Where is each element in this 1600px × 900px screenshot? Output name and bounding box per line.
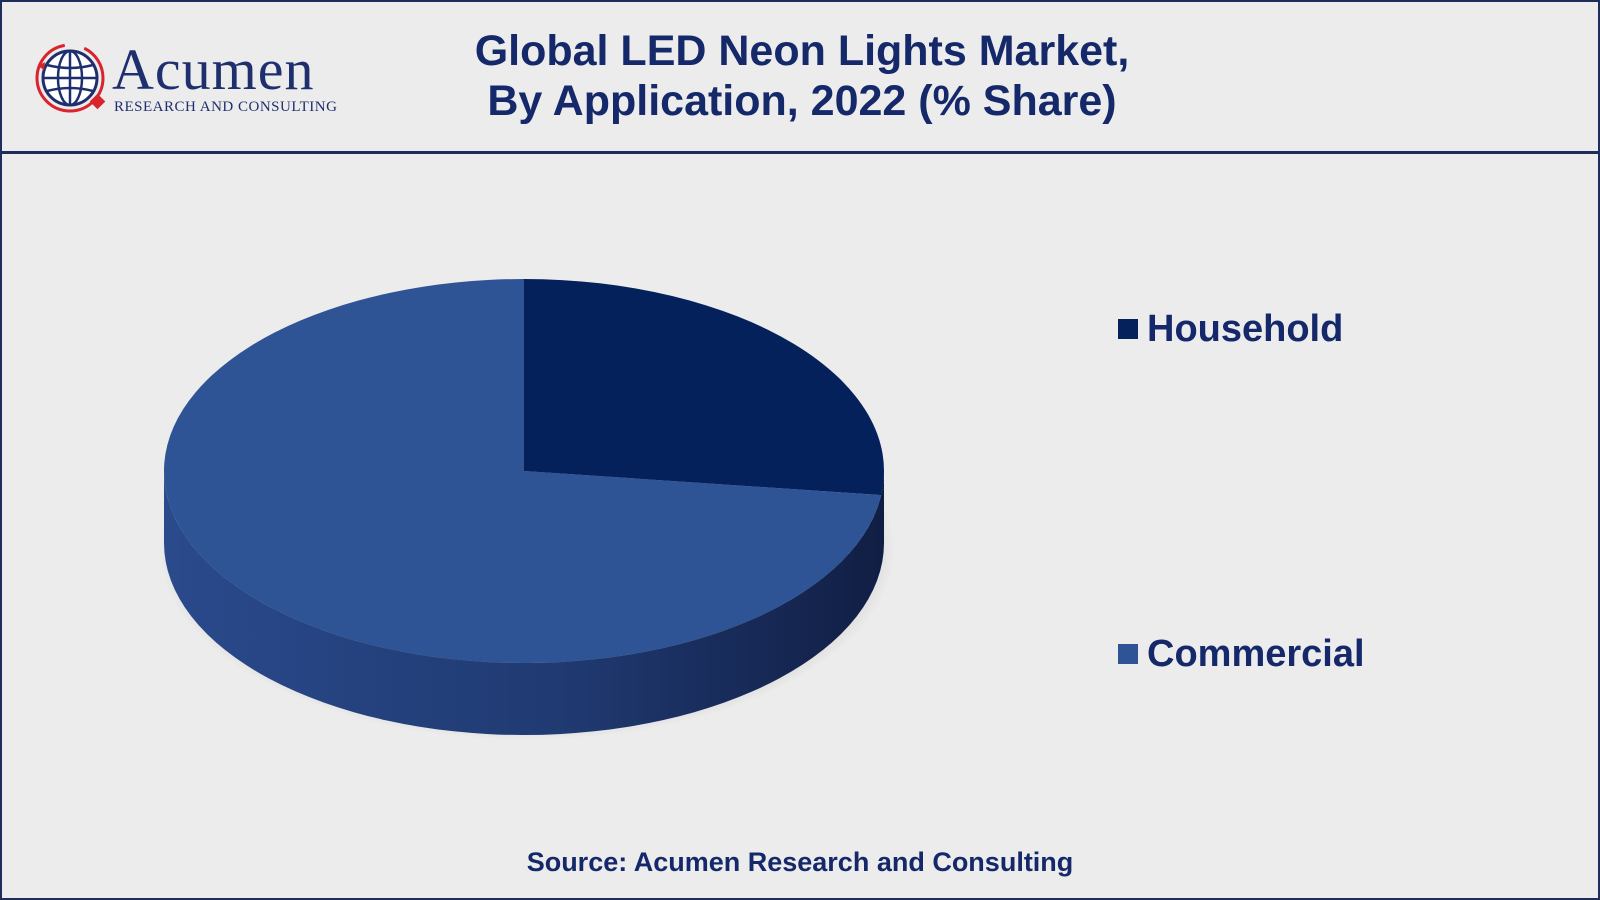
pie-top	[164, 279, 885, 664]
pie-slice-household	[524, 279, 885, 496]
logo: Acumen RESEARCH AND CONSULTING	[30, 36, 370, 120]
legend-swatch	[1118, 319, 1138, 339]
legend-label: Household	[1147, 308, 1344, 350]
logo-wordmark: Acumen	[112, 37, 315, 102]
legend-label: Commercial	[1147, 633, 1365, 675]
header: Acumen RESEARCH AND CONSULTING Global LE…	[2, 2, 1598, 154]
pie-slice-commercial	[164, 279, 882, 664]
chart-title-line-2: By Application, 2022 (% Share)	[487, 77, 1117, 125]
chart-title-line-1: Global LED Neon Lights Market,	[474, 27, 1130, 75]
logo-subtitle: RESEARCH AND CONSULTING	[114, 99, 338, 115]
chart-title: Global LED Neon Lights Market, By Applic…	[382, 26, 1222, 126]
globe-icon	[35, 43, 106, 113]
legend-swatch	[1118, 644, 1138, 664]
source-note: Source: Acumen Research and Consulting	[526, 847, 1074, 877]
pie-side-wall	[164, 471, 884, 735]
pie-side	[164, 471, 884, 735]
